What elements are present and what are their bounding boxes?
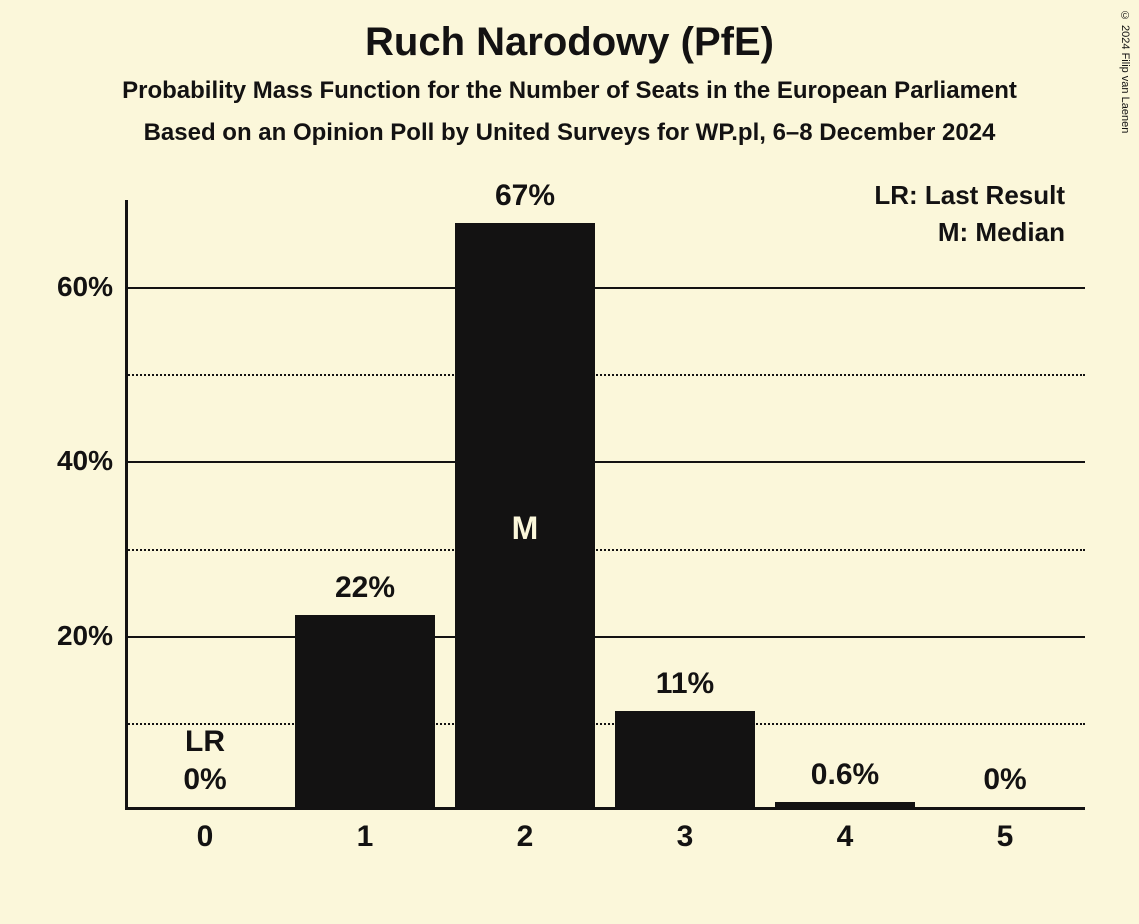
bar: [295, 615, 436, 807]
chart-legend: LR: Last Result M: Median: [874, 180, 1065, 254]
y-tick-label: 60%: [57, 271, 113, 303]
bar: [775, 802, 916, 807]
x-tick-label: 0: [197, 820, 214, 854]
y-tick-label: 40%: [57, 445, 113, 477]
x-tick-label: 4: [837, 820, 854, 854]
chart-subtitle-1: Probability Mass Function for the Number…: [0, 77, 1139, 105]
x-tick-label: 2: [517, 820, 534, 854]
gridline-major: [125, 461, 1085, 463]
copyright-text: © 2024 Filip van Laenen: [1119, 10, 1131, 133]
legend-median: M: Median: [874, 217, 1065, 248]
gridline-minor: [125, 723, 1085, 725]
chart-subtitle-2: Based on an Opinion Poll by United Surve…: [0, 119, 1139, 147]
chart-title: Ruch Narodowy (PfE): [0, 0, 1139, 65]
x-tick-label: 5: [997, 820, 1014, 854]
bar-value-label: 11%: [656, 667, 714, 701]
plot-area: LR: Last Result M: Median 20%40%60%0%LR0…: [125, 200, 1085, 810]
bar-value-label: 67%: [495, 179, 555, 213]
bar-value-label: 0%: [983, 763, 1026, 797]
x-tick-label: 1: [357, 820, 374, 854]
bar-value-label: 0%: [183, 763, 226, 797]
x-tick-label: 3: [677, 820, 694, 854]
gridline-minor: [125, 374, 1085, 376]
median-marker: M: [512, 510, 539, 547]
bar: [615, 711, 756, 807]
y-axis: [125, 200, 128, 810]
gridline-minor: [125, 549, 1085, 551]
gridline-major: [125, 636, 1085, 638]
y-tick-label: 20%: [57, 620, 113, 652]
x-axis: [125, 807, 1085, 810]
legend-lr: LR: Last Result: [874, 180, 1065, 211]
chart-container: © 2024 Filip van Laenen Ruch Narodowy (P…: [0, 0, 1139, 924]
bar-value-label: 0.6%: [811, 758, 879, 792]
gridline-major: [125, 287, 1085, 289]
lr-marker: LR: [185, 725, 225, 759]
bar-value-label: 22%: [335, 571, 395, 605]
